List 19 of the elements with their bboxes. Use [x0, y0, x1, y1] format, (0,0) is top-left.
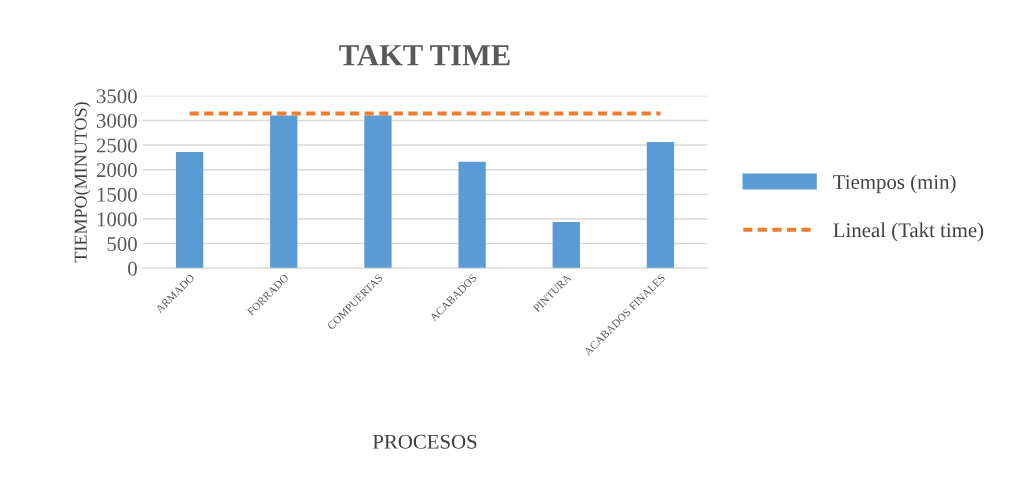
x-axis-title: PROCESOS: [372, 434, 477, 449]
y-tick-label: 1500: [97, 187, 137, 202]
y-tick-label: 3000: [96, 113, 137, 128]
legend-label: Tiempos (min): [833, 174, 956, 194]
bar: [364, 115, 392, 269]
legend-label: Lineal (Takt time): [833, 222, 984, 242]
bar: [458, 161, 486, 269]
y-tick-label: 500: [107, 236, 137, 252]
y-tick-label: 3500: [96, 89, 137, 104]
y-tick-label: 0: [128, 261, 137, 276]
chart-title: TAKT TIME: [339, 45, 510, 66]
bar: [175, 151, 204, 269]
bar: [646, 142, 675, 269]
y-tick-label: 2000: [96, 163, 137, 178]
y-axis-title: TIEMPO(MINUTOS): [74, 102, 91, 263]
bar: [552, 221, 580, 269]
bar: [270, 115, 298, 269]
y-tick-label: 2500: [96, 138, 137, 153]
y-tick-label: 1000: [97, 212, 137, 227]
